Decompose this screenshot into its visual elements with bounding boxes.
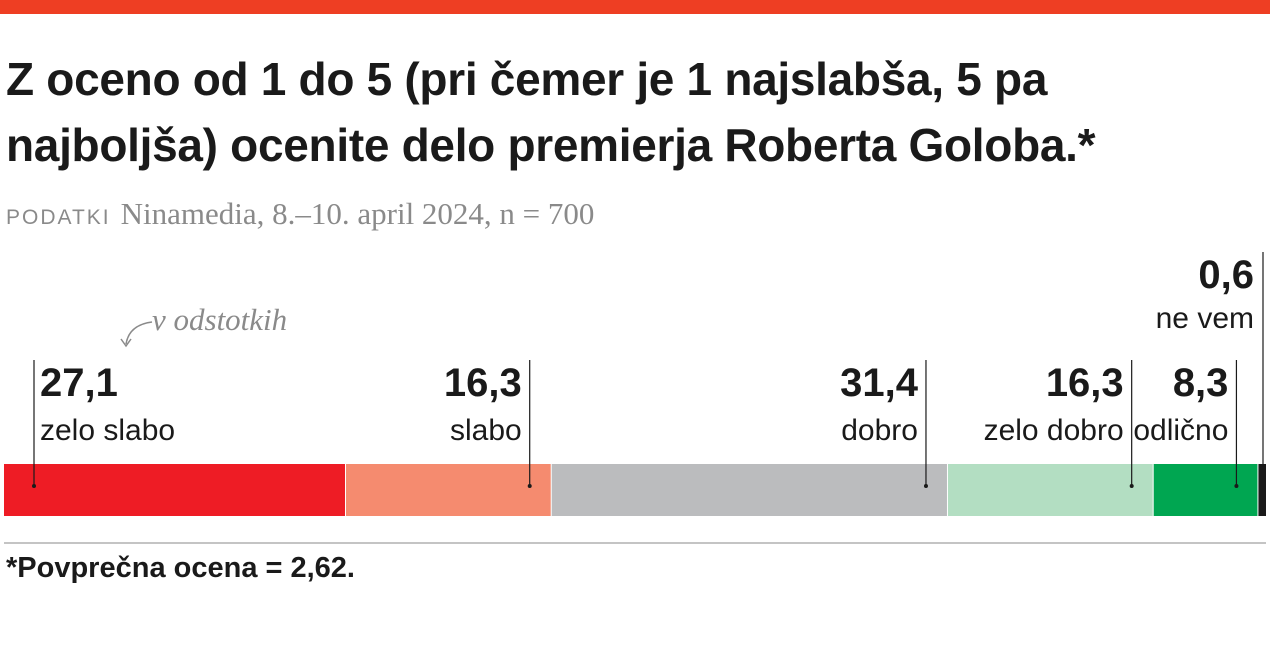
category-label-slabo: slabo <box>450 414 522 447</box>
category-label-zelo-dobro: zelo dobro <box>984 414 1124 447</box>
value-label-dobro: 31,4 <box>840 361 919 405</box>
value-label-ne-vem: 0,6 <box>1198 253 1254 297</box>
source-line: PODATKI Ninamedia, 8.–10. april 2024, n =… <box>6 196 594 232</box>
leader-dot-odlicno <box>1234 484 1239 488</box>
bar-zelo-dobro <box>947 464 1154 516</box>
category-label-odlicno: odlično <box>1133 414 1228 447</box>
category-label-zelo-slabo: zelo slabo <box>40 414 175 447</box>
leader-dot-dobro <box>923 484 928 488</box>
category-label-ne-vem: ne vem <box>1156 302 1254 335</box>
category-label-dobro: dobro <box>841 414 918 447</box>
bar-dobro <box>551 464 948 516</box>
unit-note-arrow <box>125 321 153 345</box>
leader-dot-zelo-slabo <box>32 484 36 488</box>
value-label-slabo: 16,3 <box>444 361 522 405</box>
source-label: PODATKI <box>6 206 111 229</box>
value-label-odlicno: 8,3 <box>1173 361 1229 405</box>
value-label-zelo-dobro: 16,3 <box>1046 361 1124 405</box>
bar-ne-vem <box>1258 464 1266 516</box>
bar-zelo-slabo <box>4 464 347 516</box>
footnote: *Povprečna ocena = 2,62. <box>6 552 355 584</box>
accent-bar <box>0 0 1270 14</box>
leader-dot-slabo <box>527 484 532 488</box>
leader-dot-zelo-dobro <box>1129 484 1134 488</box>
unit-note-arrowhead <box>120 338 132 348</box>
unit-note: v odstotkih <box>152 302 288 337</box>
bar-slabo <box>346 464 552 516</box>
value-label-zelo-slabo: 27,1 <box>40 361 118 405</box>
bar-odlicno <box>1153 464 1259 516</box>
chart-title: Z oceno od 1 do 5 (pri čemer je 1 najsla… <box>6 53 1096 171</box>
source-text: Ninamedia, 8.–10. april 2024, n = 700 <box>120 196 595 231</box>
